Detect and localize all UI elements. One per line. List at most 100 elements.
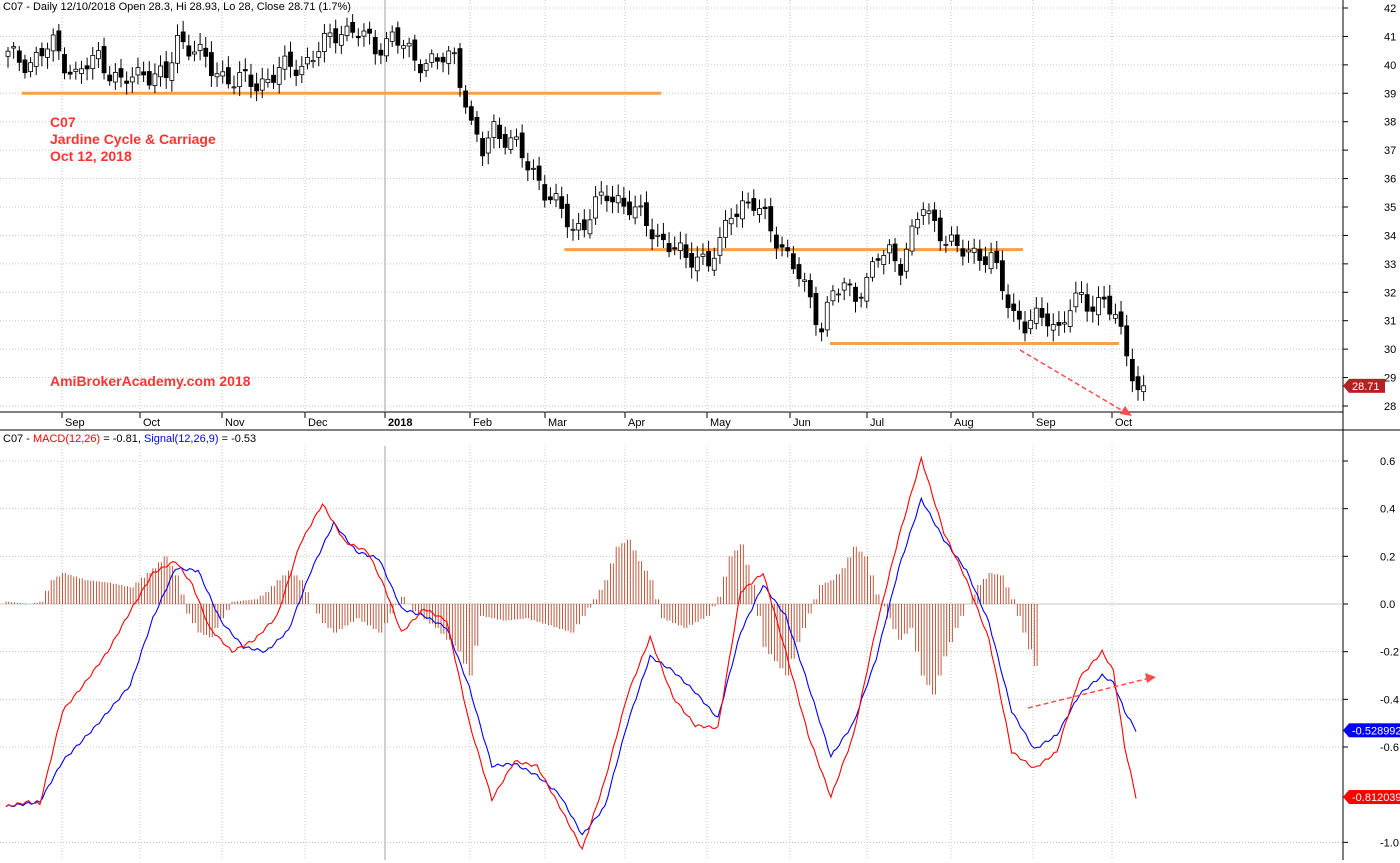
candle-body <box>1135 376 1141 391</box>
candle-body <box>1141 385 1147 393</box>
candle-body <box>858 296 864 299</box>
candle-body <box>372 36 378 55</box>
last-price-badge-tip <box>1343 378 1349 393</box>
x-tick-label: Apr <box>628 417 645 429</box>
candle-body <box>542 184 548 201</box>
signal-badge-tip <box>1343 723 1349 738</box>
candle-body <box>920 209 926 216</box>
candle-body <box>208 52 214 77</box>
candle-body <box>186 45 192 57</box>
macd-header: C07 - MACD(12,26) = -0.81, Signal(12,26,… <box>3 433 256 445</box>
price-y-tick-label: 30 <box>1384 344 1396 356</box>
candle-body <box>1129 359 1135 382</box>
x-tick-label: Jun <box>793 417 811 429</box>
candle-body <box>5 50 11 57</box>
macd-y-tick-label: -0.2 <box>1380 647 1399 659</box>
candle-body <box>316 51 322 58</box>
candle-body <box>118 68 124 78</box>
price-y-tick-label: 41 <box>1384 31 1396 43</box>
x-tick-label: Jul <box>870 417 884 429</box>
signal-badge-text: -0.528992 <box>1352 725 1400 737</box>
macd-badge-bg <box>1349 790 1400 805</box>
price-trend-arrow <box>1019 349 1129 415</box>
candle-body <box>1062 322 1067 325</box>
candle-body <box>265 78 271 83</box>
candle-body <box>508 137 514 150</box>
candle-body <box>700 253 706 257</box>
macd-y-tick-label: 0.6 <box>1380 456 1395 468</box>
candle-body <box>694 256 700 272</box>
candle-body <box>627 201 632 216</box>
candle-body <box>310 60 316 63</box>
candle-body <box>305 57 310 65</box>
candle-body <box>988 252 994 270</box>
candle-body <box>632 206 638 219</box>
macd-y-tick-label: -0.6 <box>1380 742 1399 754</box>
candle-body <box>621 197 627 207</box>
candle-body <box>1056 321 1062 326</box>
last-price-badge-text: 28.71 <box>1352 381 1380 393</box>
candle-body <box>649 229 655 240</box>
candle-body <box>807 280 813 298</box>
candle-body <box>395 27 401 46</box>
x-tick-label: Oct <box>1115 417 1132 429</box>
candle-body <box>875 258 881 261</box>
candle-body <box>56 30 62 52</box>
candle-body <box>276 67 282 85</box>
candle-body <box>581 219 587 231</box>
candle-body <box>197 43 203 51</box>
candle-body <box>841 282 847 291</box>
price-y-tick-label: 29 <box>1384 373 1396 385</box>
candle-body <box>898 264 904 276</box>
candle-body <box>129 76 135 83</box>
candle-body <box>220 71 226 77</box>
candle-body <box>1067 310 1073 327</box>
candle-body <box>983 256 988 266</box>
candle-body <box>587 219 593 235</box>
candle-body <box>1028 319 1034 330</box>
candle-body <box>203 47 209 57</box>
candle-body <box>62 54 67 74</box>
macd-trend-arrow <box>1027 677 1151 709</box>
candle-body <box>785 247 791 252</box>
x-tick-label: Oct <box>143 417 160 429</box>
candle-body <box>525 161 531 171</box>
candle-body <box>960 248 966 257</box>
candle-body <box>734 213 740 218</box>
candle-body <box>903 248 909 272</box>
candle-body <box>259 78 265 91</box>
candle-body <box>1000 260 1005 292</box>
candle-body <box>768 206 774 232</box>
candle-body <box>672 247 678 250</box>
macd-y-tick-label: -1.0 <box>1380 837 1399 849</box>
candle-body <box>440 56 446 63</box>
candle-body <box>1033 307 1039 324</box>
candle-body <box>1045 313 1050 327</box>
price-y-tick-label: 31 <box>1384 316 1396 328</box>
candle-body <box>22 59 28 73</box>
candle-body <box>254 83 260 92</box>
candle-body <box>1050 324 1056 331</box>
stock-annotation: C07 Jardine Cycle & Carriage Oct 12, 201… <box>50 114 216 165</box>
candle-body <box>881 255 887 265</box>
candle-body <box>163 61 169 79</box>
macd-y-tick-label: -0.4 <box>1380 694 1399 706</box>
signal-label: Signal(12,26,9) <box>143 433 219 445</box>
candle-body <box>751 198 757 211</box>
signal-line <box>5 496 1137 836</box>
candle-body <box>434 57 440 62</box>
candle-body <box>531 167 536 170</box>
annotation-date: Oct 12, 2018 <box>50 148 132 164</box>
candle-body <box>593 196 598 219</box>
x-tick-label: Mar <box>548 417 567 429</box>
candle-body <box>683 244 689 258</box>
candle-body <box>79 68 84 74</box>
candle-body <box>180 31 186 43</box>
candle-body <box>11 46 17 49</box>
candle-body <box>321 33 327 53</box>
annotation-company: Jardine Cycle & Carriage <box>50 131 216 147</box>
candle-body <box>293 69 299 77</box>
candle-body <box>1118 311 1124 327</box>
candle-body <box>192 51 197 55</box>
candle-body <box>214 73 220 78</box>
